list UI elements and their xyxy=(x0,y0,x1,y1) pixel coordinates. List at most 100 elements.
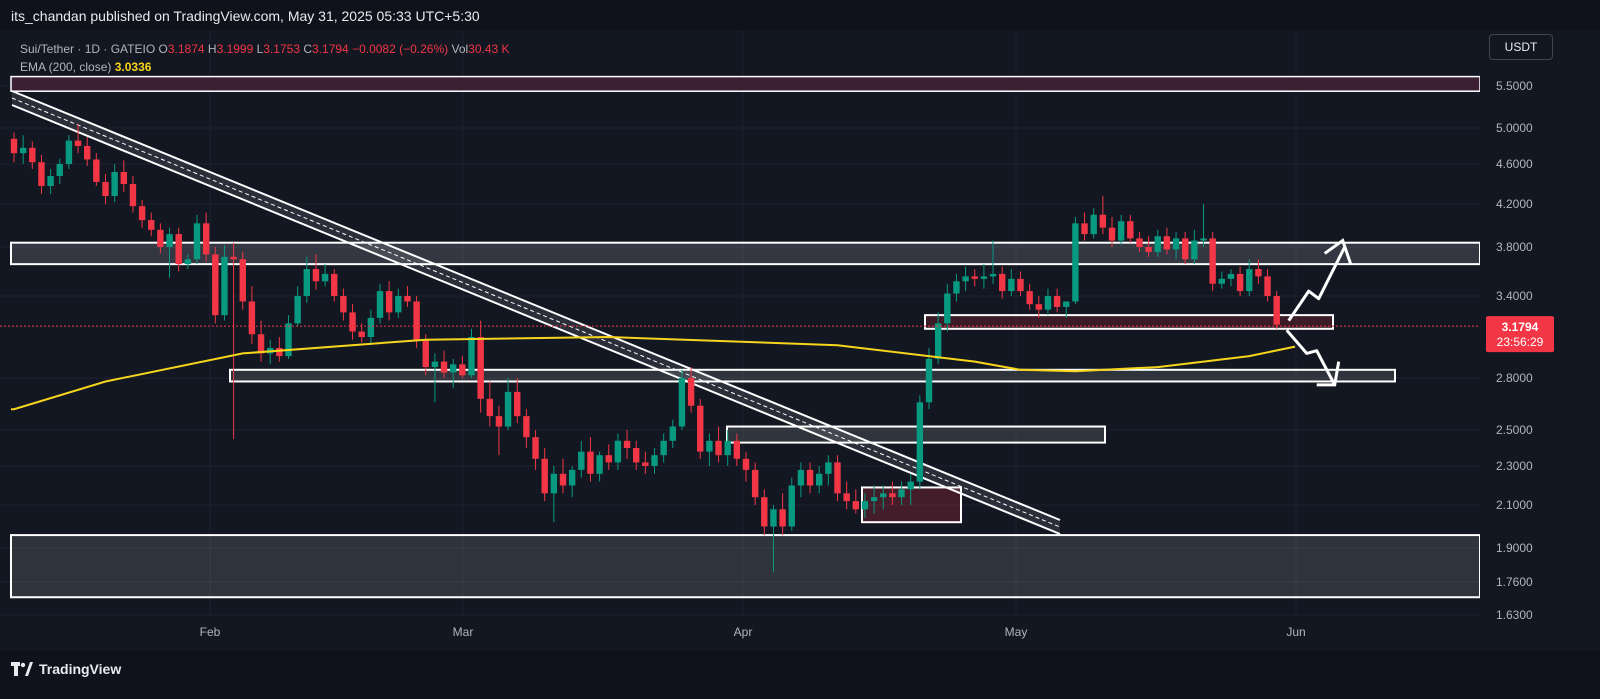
time-tick-label: May xyxy=(1005,625,1028,639)
price-chart[interactable]: 5.5000 5.0000 4.6000 4.2000 3.8000 3.4000 2.80… xyxy=(0,30,1600,651)
candle-body xyxy=(523,416,530,438)
candle-body xyxy=(47,176,54,186)
candle-body xyxy=(687,378,695,406)
price-tick-label: 3.4000 xyxy=(1496,289,1533,303)
candle-body xyxy=(1127,221,1134,239)
price-tick-label: 2.5000 xyxy=(1496,423,1533,437)
candle-body xyxy=(1163,236,1171,250)
candle-body xyxy=(1099,214,1107,228)
low-value: 3.1753 xyxy=(263,42,300,56)
candle-body xyxy=(660,440,667,456)
candle-body xyxy=(989,273,997,277)
projection-arrows xyxy=(1285,238,1353,387)
candle-body xyxy=(1017,278,1024,292)
candle-body xyxy=(367,317,375,337)
candle-body xyxy=(395,296,402,313)
price-tick-label: 1.9000 xyxy=(1496,541,1533,555)
price-tick-label: 4.2000 xyxy=(1496,197,1533,211)
candle-body xyxy=(440,361,448,373)
candle-body xyxy=(10,138,18,154)
candle-body xyxy=(587,451,594,474)
candle-body xyxy=(84,146,91,160)
candle-body xyxy=(431,361,439,368)
ema-200-line xyxy=(11,335,1296,411)
candle-body xyxy=(468,337,475,376)
support-zone-2-8 xyxy=(229,368,1396,383)
time-axis: Feb Mar Apr May Jun xyxy=(200,625,1306,639)
change-value: −0.0082 (−0.26%) xyxy=(352,42,449,56)
high-label: H xyxy=(207,42,217,56)
time-tick-label: Apr xyxy=(734,625,753,639)
candle-body xyxy=(385,291,393,313)
price-tick-label: 3.8000 xyxy=(1496,240,1533,254)
ema-row: EMA (200, close) 3.0336 xyxy=(20,58,510,76)
volume-value: 30.43 K xyxy=(468,42,510,56)
candle-body xyxy=(349,312,356,332)
symbol-label: Sui/Tether · 1D · GATEIO xyxy=(20,42,156,56)
candle-body xyxy=(1117,221,1125,241)
support-zone-3-2 xyxy=(924,314,1334,330)
tradingview-logo: TradingView xyxy=(11,661,121,677)
candle-body xyxy=(925,358,933,403)
candle-body xyxy=(568,469,576,486)
candle-body xyxy=(1273,296,1280,325)
candle-body xyxy=(1081,223,1088,235)
candle-body xyxy=(202,223,210,255)
candle-body xyxy=(916,402,924,482)
candle-body xyxy=(779,509,786,527)
candle-body xyxy=(477,337,484,399)
candle-body xyxy=(193,223,201,260)
candle-body xyxy=(129,184,137,207)
resistance-zone-top xyxy=(10,75,1481,92)
candle-body xyxy=(1264,276,1271,296)
candle-body xyxy=(697,405,704,452)
bullish-arrowhead xyxy=(1323,238,1353,265)
candle-body xyxy=(1136,238,1143,247)
candle-body xyxy=(93,159,100,182)
candle-body xyxy=(450,364,457,373)
candle-body xyxy=(980,276,988,279)
candle-body xyxy=(898,489,905,498)
candle-body xyxy=(257,334,265,354)
candle-body xyxy=(248,301,256,335)
top-bar: its_chandan published on TradingView.com… xyxy=(0,0,1600,30)
candle-body xyxy=(404,296,411,302)
candle-body xyxy=(880,493,887,498)
candle-body xyxy=(825,462,832,474)
candle-body xyxy=(102,182,109,196)
ema-label: EMA (200, close) xyxy=(20,60,112,74)
candle-body xyxy=(514,391,521,417)
candle-body xyxy=(678,378,686,427)
candle-body xyxy=(175,234,182,265)
candle-body xyxy=(669,426,676,441)
candle-body xyxy=(120,172,127,184)
candle-body xyxy=(212,254,219,316)
candle-body xyxy=(642,462,649,466)
currency-button[interactable]: USDT xyxy=(1489,34,1553,60)
candle-body xyxy=(230,256,237,260)
candle-body xyxy=(1236,273,1244,292)
candle-body xyxy=(312,269,320,282)
candle-body xyxy=(1063,301,1070,307)
price-tag-countdown: 23:56:29 xyxy=(1497,335,1544,349)
support-resistance-zones xyxy=(10,75,1481,599)
open-value: 3.1874 xyxy=(167,42,205,56)
price-tick-label: 4.6000 xyxy=(1496,157,1533,171)
candle-body xyxy=(358,331,365,337)
candle-body xyxy=(907,481,914,490)
accumulation-box xyxy=(861,486,962,524)
candle-body xyxy=(65,140,73,164)
candle-body xyxy=(770,509,777,527)
time-tick-label: Jun xyxy=(1286,625,1305,639)
bullish-arrow xyxy=(1287,246,1347,322)
support-zone-1-9 xyxy=(10,534,1481,599)
open-label: O xyxy=(158,42,168,56)
price-tag-bg xyxy=(1486,316,1554,353)
candle-body xyxy=(1035,304,1042,310)
candle-body xyxy=(944,293,951,324)
candle-body xyxy=(376,291,384,318)
candle-body xyxy=(806,469,814,486)
candle-body xyxy=(413,301,420,340)
candle-body xyxy=(797,469,805,486)
candle-body xyxy=(157,229,164,247)
